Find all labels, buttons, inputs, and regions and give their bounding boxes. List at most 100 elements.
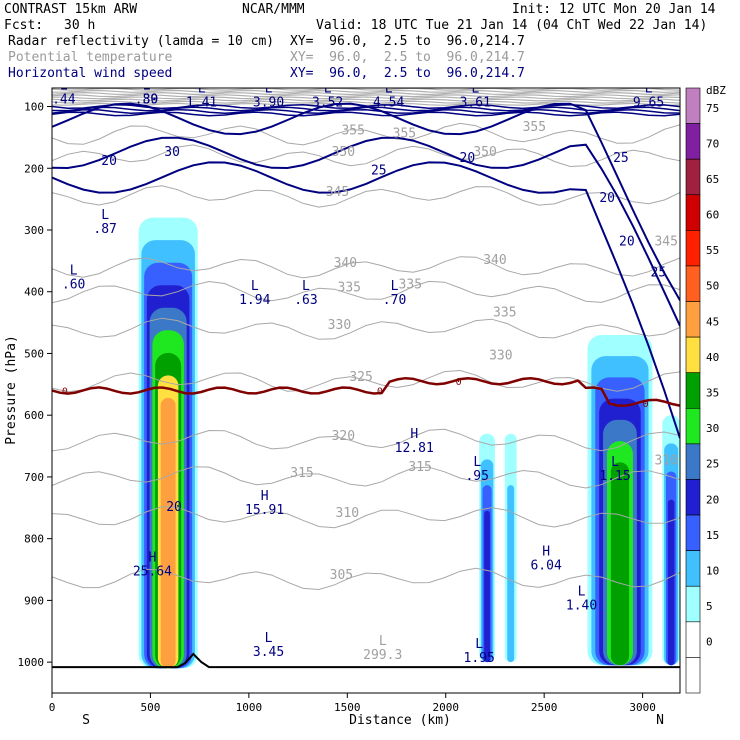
colorbar-level-label: 10 — [706, 564, 719, 577]
theta-label: 310 — [654, 454, 677, 469]
wind-label: 20 — [166, 500, 182, 515]
freezing-level-label: 0 — [62, 387, 68, 398]
y-tick-label: 900 — [24, 594, 44, 607]
extremum-value: 1.15 — [599, 469, 630, 484]
extremum-low-marker: L — [645, 82, 653, 97]
forecast-label: Fcst: — [4, 18, 44, 33]
colorbar-swatch — [685, 230, 701, 267]
freezing-level-label: 0 — [377, 387, 383, 398]
extremum-low-marker: L — [70, 264, 78, 279]
freezing-level-label: 0 — [456, 377, 462, 388]
extremum-value: 25.64 — [133, 565, 172, 580]
colorbar-level-label: 35 — [706, 387, 719, 400]
extremum-value: 299.3 — [363, 648, 402, 663]
extremum-value: .89 — [135, 92, 158, 107]
extremum-low-marker: L — [473, 455, 481, 470]
extremum-low-marker: L — [379, 634, 387, 649]
extremum-value: 4.54 — [373, 96, 404, 111]
extremum-low-marker: L — [60, 78, 68, 93]
theta-upper-band — [52, 88, 680, 91]
x-tick-label: 0 — [49, 701, 56, 714]
init-time: Init: 12 UTC Mon 20 Jan 14 — [512, 2, 716, 17]
colorbar: 0 5 10 15 20 25 30 35 40 45 50 55 60 65 70 75 dBZ — [685, 84, 726, 694]
extremum-low-marker: L — [265, 82, 273, 97]
wind-label: 25 — [651, 265, 667, 280]
extremum-value: 1.40 — [566, 599, 597, 614]
theta-label: 345 — [654, 234, 677, 249]
plot-frame — [51, 87, 681, 694]
extremum-value: .44 — [52, 92, 76, 107]
theta-label: 355 — [523, 120, 546, 135]
extremum-low-marker: L — [471, 82, 479, 97]
extremum-value: 1.94 — [239, 293, 270, 308]
extremum-low-marker: L — [101, 208, 109, 223]
colorbar-unit: dBZ — [706, 84, 726, 97]
colorbar-level-label: 55 — [706, 244, 719, 257]
extremum-value: .95 — [465, 469, 488, 484]
freezing-level: 0 0 0 0 — [52, 376, 680, 410]
field-xy-reflectivity: XY= 96.0, 2.5 to 96.0,214.7 — [290, 34, 525, 49]
colorbar-swatch — [685, 194, 701, 231]
y-axis-label: Pressure (hPa) — [4, 335, 19, 445]
field-name-theta: Potential temperature — [8, 50, 173, 65]
colorbar-level-label: 20 — [706, 493, 719, 506]
theta-contour-345 — [52, 185, 680, 208]
wind-contours — [52, 102, 680, 439]
wind-contour-25 — [52, 136, 680, 327]
theta-upper-band — [52, 94, 680, 98]
wind-label: 20 — [460, 151, 476, 166]
extremum-value: 3.52 — [312, 96, 343, 111]
y-tick-label: 200 — [24, 162, 44, 175]
theta-contour-355 — [52, 122, 680, 146]
field-xy-wind: XY= 96.0, 2.5 to 96.0,214.7 — [290, 66, 525, 81]
theta-upper-band — [52, 91, 680, 96]
colorbar-level-label: 15 — [706, 529, 719, 542]
theta-contour-325 — [52, 369, 680, 393]
y-tick-label: 500 — [24, 347, 44, 360]
wind-jet-band — [52, 111, 680, 117]
theta-contours — [52, 88, 680, 591]
wind-label: 20 — [619, 234, 635, 249]
theta-label: 350 — [473, 145, 496, 160]
extremum-value: 1.41 — [186, 96, 217, 111]
wind-label: 25 — [371, 163, 387, 178]
south-label: S — [82, 713, 90, 728]
extremum-low-marker: L — [198, 82, 206, 97]
theta-label: 320 — [332, 429, 355, 444]
theta-upper-band — [52, 100, 680, 104]
extremum-low-marker: L — [578, 585, 586, 600]
field-name-reflectivity: Radar reflectivity (lamda = 10 cm) — [8, 34, 275, 49]
colorbar-swatch — [685, 372, 701, 409]
x-tick-label: 2000 — [432, 701, 459, 714]
colorbar-swatch — [685, 158, 701, 196]
wind-jet-band — [52, 103, 680, 110]
extremum-low-marker: L — [611, 455, 619, 470]
colorbar-level-label: 75 — [706, 102, 719, 115]
x-tick-label: 1500 — [334, 701, 361, 714]
theta-upper-band — [52, 96, 680, 100]
reflectivity-cell-3-35dbz — [610, 462, 630, 666]
theta-contour-310 — [52, 506, 680, 529]
extremum-high-marker: H — [410, 427, 418, 442]
colorbar-level-label: 60 — [706, 209, 719, 222]
theta-contour-305 — [52, 567, 680, 591]
theta-contour-340 — [52, 256, 680, 279]
model-name: CONTRAST 15km ARW — [4, 2, 138, 17]
extremum-low-marker: L — [385, 82, 393, 97]
x-tick-label: 3000 — [629, 701, 656, 714]
extremum-low-marker: L — [324, 82, 332, 97]
extremum-value: 15.91 — [245, 503, 284, 518]
theta-label: 330 — [328, 318, 351, 333]
colorbar-swatch — [685, 301, 701, 338]
theta-label: 325 — [349, 370, 372, 385]
extremum-value: 3.90 — [253, 96, 284, 111]
wind-label: 25 — [613, 151, 629, 166]
y-tick-label: 600 — [24, 409, 44, 422]
extremum-low-marker: L — [143, 78, 151, 93]
extremum-high-marker: H — [148, 551, 156, 566]
extremum-low-marker: L — [265, 631, 273, 646]
wind-label: 30 — [143, 92, 159, 107]
theta-label: 355 — [393, 126, 416, 141]
extremum-value: 3.61 — [460, 96, 491, 111]
